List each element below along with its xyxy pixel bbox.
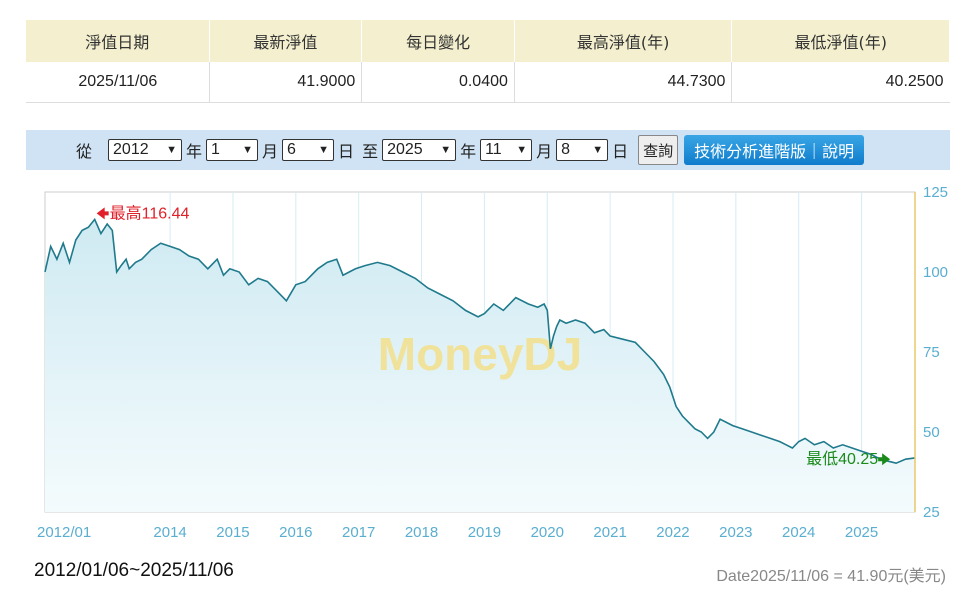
query-button[interactable]: 查詢	[638, 135, 679, 165]
value-daily-change: 0.0400	[361, 62, 515, 103]
year-unit-label: 年	[186, 142, 203, 161]
value-year-low: 40.2500	[731, 62, 950, 103]
y-axis-ticks: 25 50 75 100 125	[923, 184, 948, 521]
x-tick-label: 2018	[405, 524, 438, 541]
latest-nav-text: Date2025/11/06 = 41.90元(美元)	[716, 568, 946, 585]
summary-header-row: 淨值日期 最新淨值 每日變化 最高淨值(年) 最低淨值(年)	[26, 20, 950, 62]
x-tick-label: 2015	[216, 524, 249, 541]
from-day-value: 6	[287, 141, 296, 158]
x-tick-label: 2024	[782, 524, 815, 541]
x-tick-label: 2017	[342, 524, 375, 541]
year-unit-label: 年	[460, 142, 477, 161]
chart-annotations: 最高116.44 最低40.25	[96, 204, 891, 468]
chevron-down-icon: ▼	[440, 144, 452, 156]
x-tick-label: 2012/01	[37, 524, 91, 541]
date-range-text: 2012/01/06~2025/11/06	[34, 560, 234, 581]
x-tick-label: 2016	[279, 524, 312, 541]
x-tick-label: 2020	[531, 524, 564, 541]
nav-area-fill	[45, 219, 915, 512]
to-day-select[interactable]: 8 ▼	[556, 139, 609, 161]
header-year-low: 最低淨值(年)	[731, 20, 950, 62]
value-latest-nav: 41.9000	[209, 62, 363, 103]
x-tick-label: 2014	[153, 524, 186, 541]
value-year-high: 44.7300	[514, 62, 733, 103]
to-year-select[interactable]: 2025 ▼	[382, 139, 457, 161]
nav-summary-table: 淨值日期 最新淨值 每日變化 最高淨值(年) 最低淨值(年) 2025/11/0…	[26, 20, 950, 103]
day-unit-label: 日	[612, 142, 629, 161]
x-tick-label: 2021	[593, 524, 626, 541]
header-nav-date: 淨值日期	[26, 20, 210, 62]
x-tick-label: 2025	[845, 524, 878, 541]
advanced-analysis-button[interactable]: 技術分析進階版｜說明	[684, 135, 865, 165]
to-label: 至	[362, 142, 379, 161]
from-day-select[interactable]: 6 ▼	[282, 139, 335, 161]
low-arrow-icon	[878, 453, 891, 466]
y-tick-label: 100	[923, 264, 948, 281]
from-label: 從	[76, 142, 93, 161]
chevron-down-icon: ▼	[592, 144, 604, 156]
to-day-value: 8	[561, 141, 571, 158]
x-tick-label: 2023	[719, 524, 752, 541]
high-annotation-label: 最高116.44	[110, 204, 190, 222]
value-nav-date: 2025/11/06	[26, 62, 210, 103]
to-year-value: 2025	[387, 141, 423, 158]
day-unit-label: 日	[338, 142, 355, 161]
to-month-select[interactable]: 11 ▼	[480, 139, 533, 161]
low-annotation-label: 最低40.25	[806, 450, 878, 468]
header-daily-change: 每日變化	[361, 20, 515, 62]
chevron-down-icon: ▼	[166, 144, 178, 156]
y-tick-label: 25	[923, 504, 940, 521]
from-year-value: 2012	[113, 141, 149, 158]
y-tick-label: 75	[923, 344, 940, 361]
x-tick-label: 2019	[468, 524, 501, 541]
high-arrow-icon	[96, 207, 109, 220]
chevron-down-icon: ▼	[242, 144, 254, 156]
chevron-down-icon: ▼	[318, 144, 330, 156]
x-axis-ticks: 2012/01 2014 2015 2016 2017 2018 2019 2020 2021 2…	[37, 524, 878, 541]
nav-area-chart: MoneyDJ 25 50 75 100 125 2012/01 2014 2015 2016…	[37, 184, 948, 541]
chevron-down-icon: ▼	[516, 144, 528, 156]
y-tick-label: 50	[923, 424, 940, 441]
to-month-value: 11	[485, 141, 502, 158]
x-tick-label: 2022	[656, 524, 689, 541]
month-unit-label: 月	[536, 142, 553, 161]
y-tick-label: 125	[923, 184, 948, 201]
from-month-value: 1	[211, 141, 220, 158]
month-unit-label: 月	[262, 142, 279, 161]
header-year-high: 最高淨值(年)	[514, 20, 733, 62]
from-year-select[interactable]: 2012 ▼	[108, 139, 183, 161]
date-range-query-bar: 從 2012 ▼ 年 1 ▼ 月 6 ▼ 日 至 2025 ▼ 年 11 ▼ 月…	[26, 130, 950, 170]
nav-series-line	[44, 217, 916, 465]
summary-value-row: 2025/11/06 41.9000 0.0400 44.7300 40.250…	[26, 62, 950, 103]
header-latest-nav: 最新淨值	[209, 20, 363, 62]
from-month-select[interactable]: 1 ▼	[206, 139, 259, 161]
moneydj-watermark: MoneyDJ	[378, 328, 582, 380]
